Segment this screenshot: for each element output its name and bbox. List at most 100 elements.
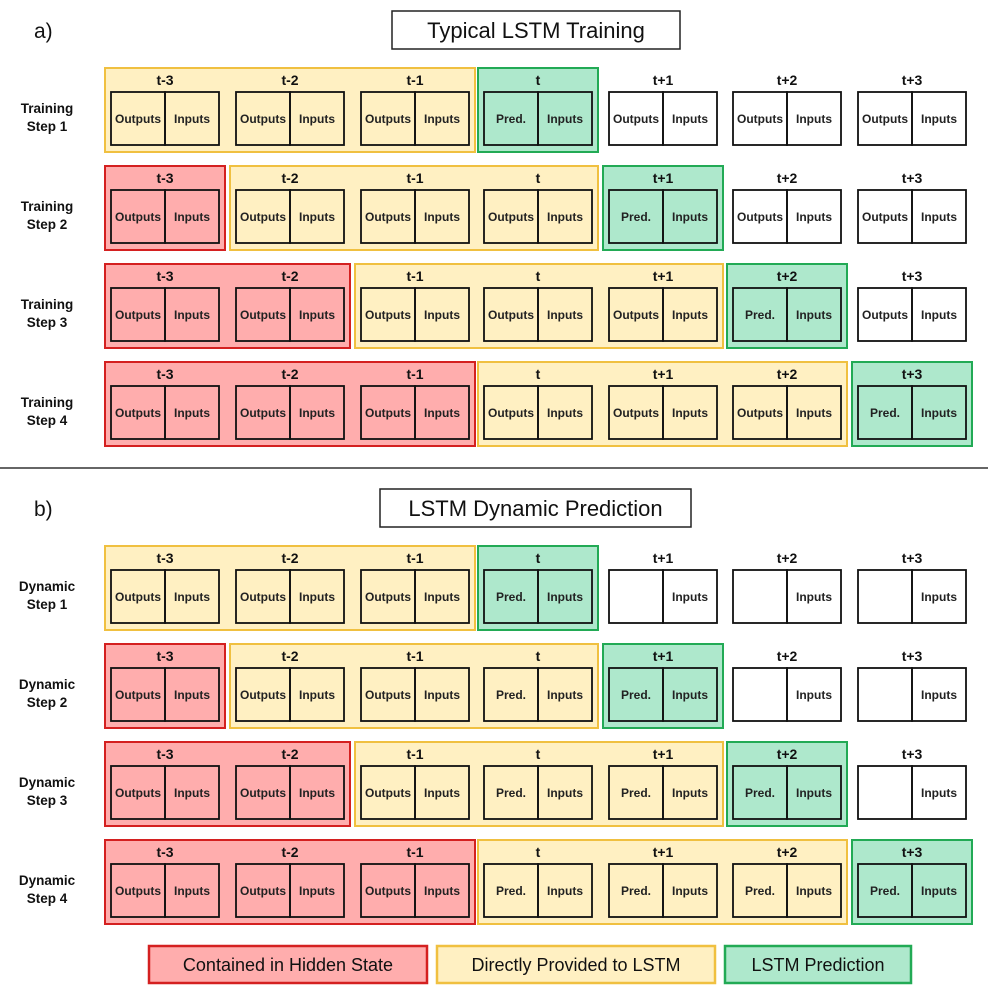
cell-right-box: [911, 569, 967, 624]
cell-right-box: [537, 569, 593, 624]
cell-right-box: [911, 189, 967, 244]
time-label: t: [536, 550, 541, 566]
step-label-line1: Training: [21, 101, 74, 116]
cell-left-text: Outputs: [613, 308, 659, 322]
time-label: t+3: [902, 72, 923, 88]
cell-right-box: [911, 765, 967, 820]
cell-left-text: Pred.: [621, 210, 651, 224]
cell-right-box: [414, 385, 470, 440]
cell-right-text: Inputs: [424, 688, 460, 702]
cell-left-text: Pred.: [621, 688, 651, 702]
group-provided: [354, 263, 724, 349]
cell-right-box: [164, 667, 220, 722]
cell-right-text: Inputs: [299, 884, 335, 898]
time-label: t+3: [902, 746, 923, 762]
cell-right-text: Inputs: [174, 112, 210, 126]
cell-right-text: Inputs: [299, 590, 335, 604]
cell-right-box: [662, 569, 718, 624]
step-label-line1: Dynamic: [19, 873, 76, 888]
cell-left-box: [857, 667, 913, 722]
cell-right-text: Inputs: [921, 884, 957, 898]
time-label: t+1: [653, 550, 674, 566]
cell-left-text: Outputs: [240, 406, 286, 420]
cell-right-text: Inputs: [547, 688, 583, 702]
cell-right-box: [164, 765, 220, 820]
time-label: t+1: [653, 170, 674, 186]
cell-right-text: Inputs: [921, 786, 957, 800]
time-label: t: [536, 268, 541, 284]
time-label: t-1: [406, 170, 423, 186]
cell-right-text: Inputs: [174, 308, 210, 322]
group-provided: [229, 165, 599, 251]
panel-title: Typical LSTM Training: [427, 18, 645, 43]
cell-right-text: Inputs: [174, 688, 210, 702]
time-label: t+2: [777, 170, 798, 186]
cell-right-text: Inputs: [672, 786, 708, 800]
cell-left-box: [608, 569, 664, 624]
cell-left-text: Outputs: [240, 884, 286, 898]
cell-right-text: Inputs: [547, 406, 583, 420]
time-label: t-1: [406, 366, 423, 382]
cell-left-text: Outputs: [115, 884, 161, 898]
time-label: t-2: [281, 268, 298, 284]
cell-right-box: [414, 569, 470, 624]
cell-right-text: Inputs: [174, 590, 210, 604]
cell-right-box: [164, 863, 220, 918]
legend-label-prediction: LSTM Prediction: [751, 955, 884, 975]
cell-right-box: [414, 287, 470, 342]
cell-left-box: [857, 569, 913, 624]
legend-swatch-hidden: [147, 944, 429, 985]
time-label: t+1: [653, 844, 674, 860]
cell-left-text: Outputs: [365, 688, 411, 702]
cell-left-text: Pred.: [496, 884, 526, 898]
group-provided: [354, 741, 724, 827]
cell-right-text: Inputs: [672, 112, 708, 126]
cell-right-box: [786, 91, 842, 146]
cell-right-text: Inputs: [672, 590, 708, 604]
cell-right-text: Inputs: [796, 406, 832, 420]
cell-left-text: Outputs: [365, 786, 411, 800]
cell-right-text: Inputs: [547, 590, 583, 604]
cell-left-text: Pred.: [745, 884, 775, 898]
cell-right-text: Inputs: [299, 786, 335, 800]
cell-right-box: [662, 287, 718, 342]
panel-title: LSTM Dynamic Prediction: [408, 496, 662, 521]
step-label-line1: Dynamic: [19, 677, 76, 692]
cell-right-text: Inputs: [299, 406, 335, 420]
time-label: t-2: [281, 550, 298, 566]
time-label: t-3: [156, 366, 173, 382]
time-label: t+2: [777, 366, 798, 382]
cell-right-text: Inputs: [796, 786, 832, 800]
cell-right-text: Inputs: [921, 210, 957, 224]
step-label-line2: Step 4: [27, 891, 68, 906]
cell-right-box: [164, 287, 220, 342]
step-label-line2: Step 2: [27, 217, 68, 232]
cell-right-text: Inputs: [174, 210, 210, 224]
cell-right-box: [786, 385, 842, 440]
step-label-line1: Training: [21, 395, 74, 410]
cell-left-text: Outputs: [737, 112, 783, 126]
cell-right-text: Inputs: [424, 786, 460, 800]
cell-left-text: Outputs: [240, 308, 286, 322]
cell-right-box: [414, 863, 470, 918]
cell-right-text: Inputs: [424, 406, 460, 420]
cell-right-box: [537, 189, 593, 244]
cell-right-box: [786, 569, 842, 624]
cell-right-box: [662, 189, 718, 244]
cell-right-box: [289, 569, 345, 624]
cell-left-text: Outputs: [115, 308, 161, 322]
cell-left-box: [732, 667, 788, 722]
time-label: t+2: [777, 268, 798, 284]
cell-right-text: Inputs: [424, 884, 460, 898]
cell-right-box: [786, 189, 842, 244]
cell-right-box: [662, 765, 718, 820]
time-label: t+1: [653, 72, 674, 88]
cell-right-text: Inputs: [796, 112, 832, 126]
cell-left-text: Pred.: [621, 884, 651, 898]
cell-left-text: Outputs: [115, 406, 161, 420]
cell-right-text: Inputs: [921, 406, 957, 420]
cell-right-box: [164, 569, 220, 624]
cell-right-box: [289, 863, 345, 918]
step-label-line1: Training: [21, 297, 74, 312]
cell-right-box: [537, 765, 593, 820]
